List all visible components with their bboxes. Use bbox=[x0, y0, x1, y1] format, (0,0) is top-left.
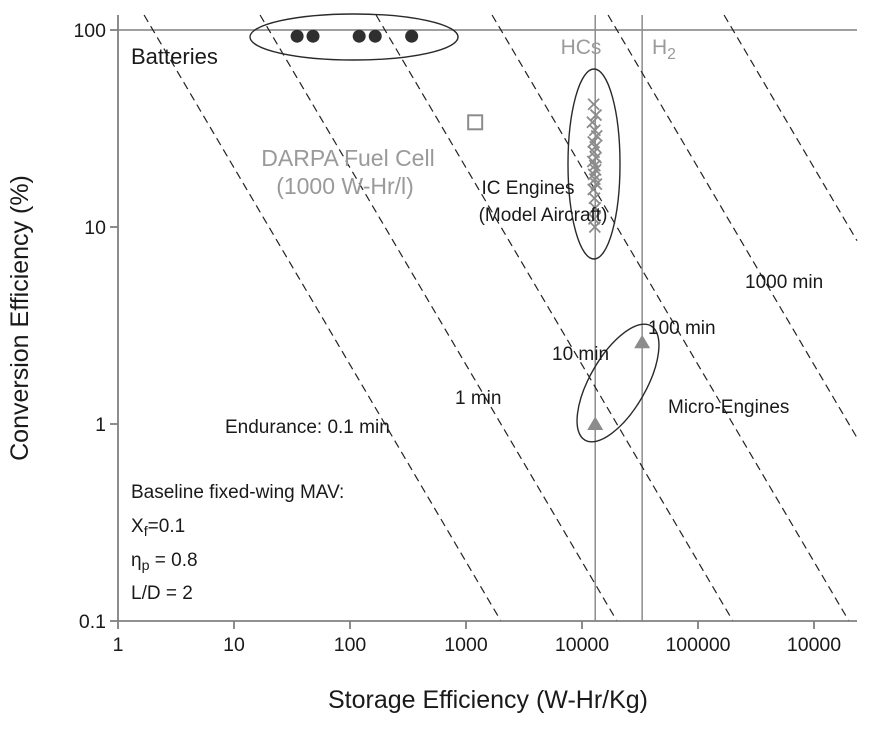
batteries-marker bbox=[368, 29, 382, 43]
ic-engines-label-line2: (Model Aircraft) bbox=[479, 205, 608, 226]
baseline-mav-line3: ηp = 0.8 bbox=[131, 550, 198, 574]
endurance-100min-label: 100 min bbox=[648, 318, 716, 339]
endurance-01min-label: Endurance: 0.1 min bbox=[225, 417, 390, 438]
endurance-isoline-1000min bbox=[607, 14, 858, 439]
micro-engines-label: Micro-Engines bbox=[668, 397, 789, 418]
batteries-marker bbox=[405, 29, 419, 43]
y-tick-label: 100 bbox=[73, 20, 106, 42]
batteries-marker bbox=[290, 29, 304, 43]
darpa-fuel-cell-1000-w-hr-l-marker bbox=[467, 114, 484, 131]
ic-engines-model-aircraft-marker bbox=[588, 220, 601, 234]
y-tick-label: 10 bbox=[84, 217, 106, 239]
batteries-marker bbox=[306, 29, 320, 43]
baseline-mav-line1: Baseline fixed-wing MAV: bbox=[131, 482, 344, 503]
x-tick-label: 1 bbox=[113, 634, 124, 656]
x-tick-label: 1000 bbox=[444, 634, 488, 656]
ic-engines-label-line1: IC Engines bbox=[482, 178, 575, 199]
darpa-fuel-cell-label-line1: DARPA Fuel Cell bbox=[261, 145, 434, 171]
y-axis-title: Conversion Efficiency (%) bbox=[6, 175, 34, 461]
ic-engines-model-aircraft-marker bbox=[587, 98, 600, 111]
batteries-label: Batteries bbox=[131, 44, 218, 69]
batteries-ellipse bbox=[249, 13, 459, 61]
ic-engines-model-aircraft-marker bbox=[588, 192, 601, 205]
batteries-marker bbox=[352, 29, 366, 43]
x-tick-label: 10000 bbox=[555, 634, 609, 656]
ic-engines-model-aircraft-marker bbox=[589, 201, 602, 215]
endurance-isoline-0_1min bbox=[143, 14, 502, 622]
x-tick-label: 10000 bbox=[787, 634, 841, 656]
ic-engines-model-aircraft-marker bbox=[589, 108, 603, 122]
ic-engines-model-aircraft-marker bbox=[587, 168, 600, 181]
endurance-isoline-10min bbox=[375, 14, 734, 622]
micro-engines-marker bbox=[587, 416, 604, 430]
h2-label: H2 bbox=[652, 36, 676, 63]
endurance-1min-label: 1 min bbox=[455, 388, 501, 409]
micro-engines-marker bbox=[634, 334, 651, 349]
x-tick-label: 100000 bbox=[665, 634, 730, 656]
x-tick-label: 10 bbox=[223, 634, 245, 656]
ic-engines-ellipse bbox=[567, 68, 621, 260]
ic-engines-model-aircraft-marker bbox=[590, 129, 603, 143]
y-tick-label: 0.1 bbox=[79, 611, 106, 633]
hcs-label: HCs bbox=[561, 36, 602, 59]
darpa-fuel-cell-label-line2: (1000 W-Hr/l) bbox=[276, 173, 414, 199]
baseline-mav-line2: Xf=0.1 bbox=[131, 516, 185, 540]
endurance-isoline-100min bbox=[491, 14, 850, 622]
baseline-mav-line4: L/D = 2 bbox=[131, 583, 193, 604]
ic-engines-model-aircraft-marker bbox=[586, 155, 599, 168]
endurance-isoline-10000min bbox=[723, 14, 858, 242]
x-tick-label: 100 bbox=[334, 634, 367, 656]
endurance-10min-label: 10 min bbox=[552, 344, 609, 365]
endurance-1000min-label: 1000 min bbox=[745, 272, 823, 293]
endurance-isoline-1min bbox=[259, 14, 618, 622]
micro-engines-ellipse bbox=[576, 323, 660, 443]
ic-engines-model-aircraft-marker bbox=[586, 116, 599, 129]
y-tick-label: 1 bbox=[95, 414, 106, 436]
x-axis-title: Storage Efficiency (W-Hr/Kg) bbox=[328, 686, 648, 714]
